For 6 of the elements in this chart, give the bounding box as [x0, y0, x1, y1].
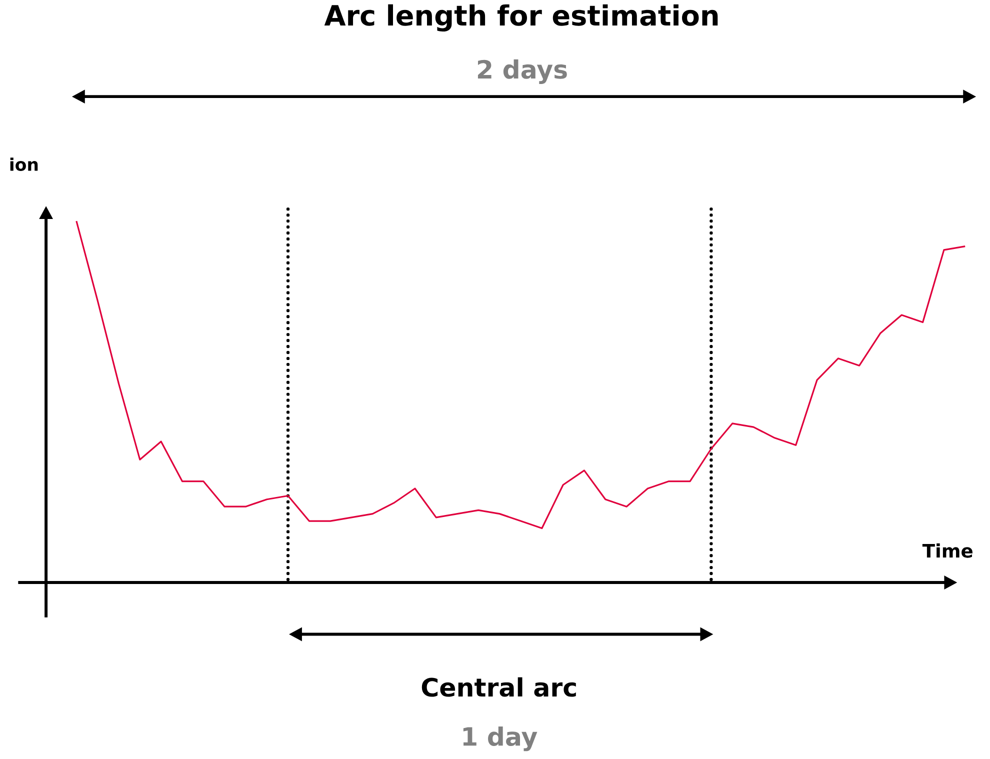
- text: 1 day: [463, 726, 538, 752]
- y-axis-title: ion: [10, 158, 38, 172]
- chart-title: Arc length for estimation: [324, 4, 718, 32]
- text: 2 days: [478, 60, 567, 84]
- text: Central arc: [422, 677, 576, 697]
- x-axis-title: Time: [922, 544, 972, 558]
